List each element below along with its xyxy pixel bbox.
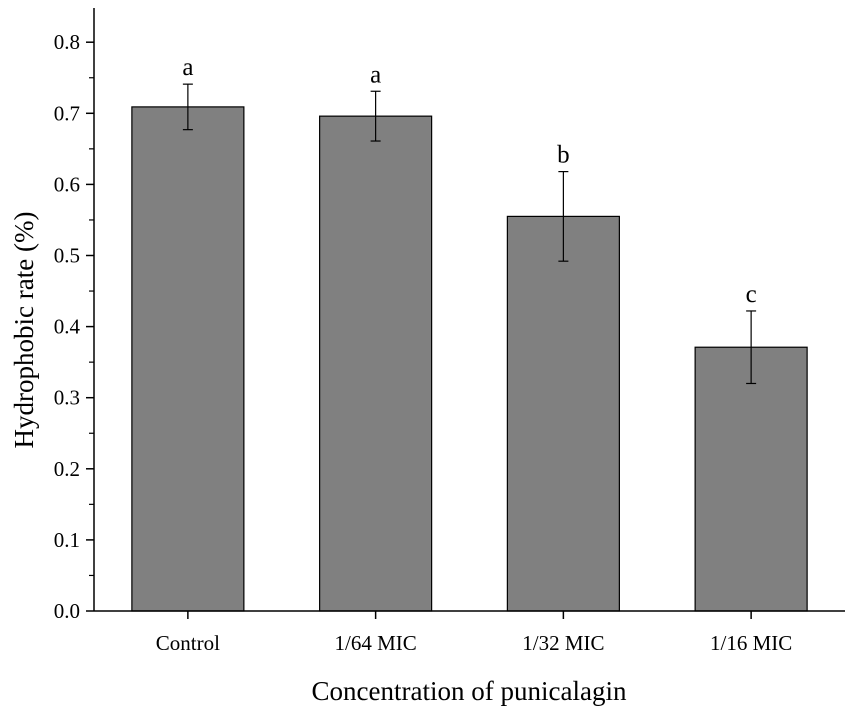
x-axis-title: Concentration of punicalagin — [312, 676, 627, 706]
error-bars-group — [182, 83, 757, 385]
significance-letter: c — [746, 281, 757, 308]
y-tick-label: 0.2 — [54, 457, 80, 481]
y-axis-title: Hydrophobic rate (%) — [9, 212, 39, 449]
y-tick-label: 0.4 — [54, 315, 81, 339]
bar — [131, 106, 245, 612]
x-tick-label: 1/64 MIC — [334, 631, 416, 655]
y-tick-label: 0.3 — [54, 386, 80, 410]
y-tick-label: 0.5 — [54, 244, 80, 268]
y-tick-label: 0.6 — [54, 172, 80, 196]
bar — [319, 115, 433, 612]
y-tick-label: 0.1 — [54, 528, 80, 552]
significance-labels-group: a a b c — [182, 54, 756, 308]
axes-group — [93, 8, 845, 612]
significance-letter: a — [370, 61, 381, 88]
bar — [694, 346, 808, 612]
y-ticks-group: 0.0 0.1 0.2 0.3 0.4 0.5 0.6 0.7 0.8 — [54, 30, 94, 623]
bar — [506, 215, 620, 612]
y-tick-label: 0.7 — [54, 101, 80, 125]
significance-letter: a — [182, 54, 193, 81]
x-tick-label: 1/32 MIC — [522, 631, 604, 655]
x-tick-label: 1/16 MIC — [710, 631, 792, 655]
x-tick-label: Control — [156, 631, 220, 655]
y-tick-label: 0.8 — [54, 30, 80, 54]
significance-letter: b — [557, 142, 570, 169]
bars-group — [131, 106, 808, 612]
x-ticks-group: Control 1/64 MIC 1/32 MIC 1/16 MIC — [156, 611, 792, 655]
y-tick-label: 0.0 — [54, 599, 80, 623]
